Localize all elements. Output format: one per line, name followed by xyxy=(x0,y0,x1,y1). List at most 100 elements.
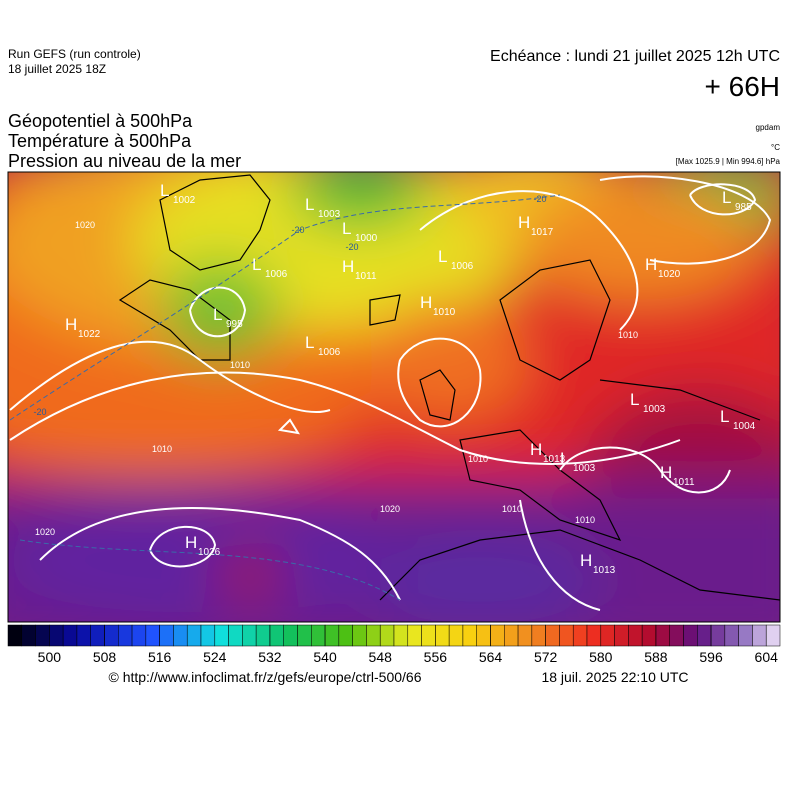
colorbar-swatch xyxy=(628,624,643,647)
colorbar-swatch xyxy=(435,624,450,647)
colorbar-swatch xyxy=(311,624,326,647)
center-letter: L xyxy=(722,188,731,207)
colorbar-swatch xyxy=(476,624,491,647)
colorbar-swatch xyxy=(90,624,105,647)
center-letter: H xyxy=(530,440,542,459)
colorbar-swatch xyxy=(62,624,78,647)
isotherm-label: -20 xyxy=(345,242,358,252)
isobar-label: 1010 xyxy=(575,515,595,525)
colorbar-swatch xyxy=(214,624,229,647)
center-value: 995 xyxy=(226,319,243,330)
isobar-label: 1020 xyxy=(380,504,400,514)
colorbar-swatch xyxy=(765,624,781,647)
colorbar-label: 588 xyxy=(644,649,668,665)
colorbar-swatch xyxy=(159,624,174,647)
map xyxy=(8,172,780,622)
colorbar-swatch xyxy=(462,624,477,647)
center-value: 1013 xyxy=(593,565,616,576)
colorbar-label: 540 xyxy=(313,649,337,665)
colorbar-swatch xyxy=(641,624,657,647)
colorbar-swatch xyxy=(738,624,753,647)
colorbar-swatch xyxy=(7,624,23,647)
colorbar-swatch xyxy=(283,624,298,647)
colorbar-swatch xyxy=(338,624,353,647)
colorbar-label: 572 xyxy=(534,649,558,665)
colorbar-swatch xyxy=(531,624,546,647)
center-value: 1002 xyxy=(173,195,196,206)
colorbar-swatch xyxy=(104,624,119,647)
colorbar: 500 508 516 524 532 540 548 556 564 572 580 588 596 6… xyxy=(7,624,781,665)
unit: [Max 1025.9 | Min 994.6] hPa xyxy=(676,157,781,166)
isobar-label: 1010 xyxy=(618,330,638,340)
center-value: 1006 xyxy=(318,347,341,358)
colorbar-swatch xyxy=(683,624,698,647)
colorbar-swatch xyxy=(421,624,436,647)
colorbar-swatch xyxy=(724,624,739,647)
center-letter: L xyxy=(560,449,569,468)
center-letter: H xyxy=(342,257,354,276)
center-value: 1022 xyxy=(78,329,101,340)
center-letter: H xyxy=(518,213,530,232)
center-value: 1011 xyxy=(355,271,377,282)
center-value: 1003 xyxy=(573,463,596,474)
colorbar-label: 500 xyxy=(38,649,62,665)
center-letter: L xyxy=(630,390,639,409)
center-letter: L xyxy=(305,195,314,214)
colorbar-label: 524 xyxy=(203,649,227,665)
source: © http://www.infoclimat.fr/z/gefs/europe… xyxy=(108,669,421,685)
center-value: 1000 xyxy=(355,233,378,244)
center-letter: H xyxy=(65,315,77,334)
center-value: 1004 xyxy=(733,421,756,432)
colorbar-swatch xyxy=(407,624,422,647)
colorbar-swatch xyxy=(200,624,216,647)
run-date: 18 juillet 2025 18Z xyxy=(8,62,106,76)
center-value: 1026 xyxy=(198,547,221,558)
center-letter: H xyxy=(185,533,197,552)
center-letter: L xyxy=(305,333,314,352)
colorbar-swatch xyxy=(35,624,50,647)
colorbar-label: 604 xyxy=(755,649,779,665)
colorbar-swatch xyxy=(752,624,767,647)
isotherm-label: -20 xyxy=(533,194,546,204)
colorbar-swatch xyxy=(710,624,726,647)
unit: °C xyxy=(771,143,780,152)
center-letter: L xyxy=(160,181,169,200)
field: Géopotentiel à 500hPa xyxy=(8,111,193,131)
map-frame xyxy=(7,171,781,623)
isobar-label: 1010 xyxy=(468,454,488,464)
colorbar-swatch xyxy=(366,624,381,647)
center-letter: L xyxy=(213,305,222,324)
center-letter: L xyxy=(342,219,351,238)
isotherm-label: -20 xyxy=(33,407,46,417)
colorbar-swatch xyxy=(379,624,395,647)
center-value: 1011 xyxy=(673,477,695,488)
colorbar-label: 564 xyxy=(479,649,503,665)
center-value: 1010 xyxy=(433,307,456,318)
colorbar-label: 516 xyxy=(148,649,172,665)
colorbar-swatch xyxy=(545,624,560,647)
colorbar-swatch xyxy=(655,624,670,647)
isobar-label: 1020 xyxy=(35,527,55,537)
isobar-label: 1010 xyxy=(502,504,522,514)
isobar-label: 1010 xyxy=(152,444,172,454)
colorbar-swatch xyxy=(131,624,147,647)
center-value: 1003 xyxy=(318,209,341,220)
field: Pression au niveau de la mer xyxy=(8,151,241,171)
colorbar-swatch xyxy=(76,624,91,647)
lead-time: + 66H xyxy=(705,71,781,102)
colorbar-swatch xyxy=(269,624,284,647)
colorbar-swatch xyxy=(614,624,629,647)
colorbar-swatch xyxy=(21,624,36,647)
colorbar-swatch xyxy=(669,624,684,647)
center-value: 985 xyxy=(735,202,752,213)
colorbar-swatch xyxy=(504,624,519,647)
field: Température à 500hPa xyxy=(8,131,192,151)
colorbar-swatch xyxy=(600,624,615,647)
colorbar-swatch xyxy=(173,624,188,647)
colorbar-swatch xyxy=(490,624,505,647)
isobar-label: 1020 xyxy=(75,220,95,230)
colorbar-swatch xyxy=(297,624,312,647)
isotherm-label: -20 xyxy=(291,225,304,235)
colorbar-label: 548 xyxy=(369,649,393,665)
center-value: 1020 xyxy=(658,269,681,280)
